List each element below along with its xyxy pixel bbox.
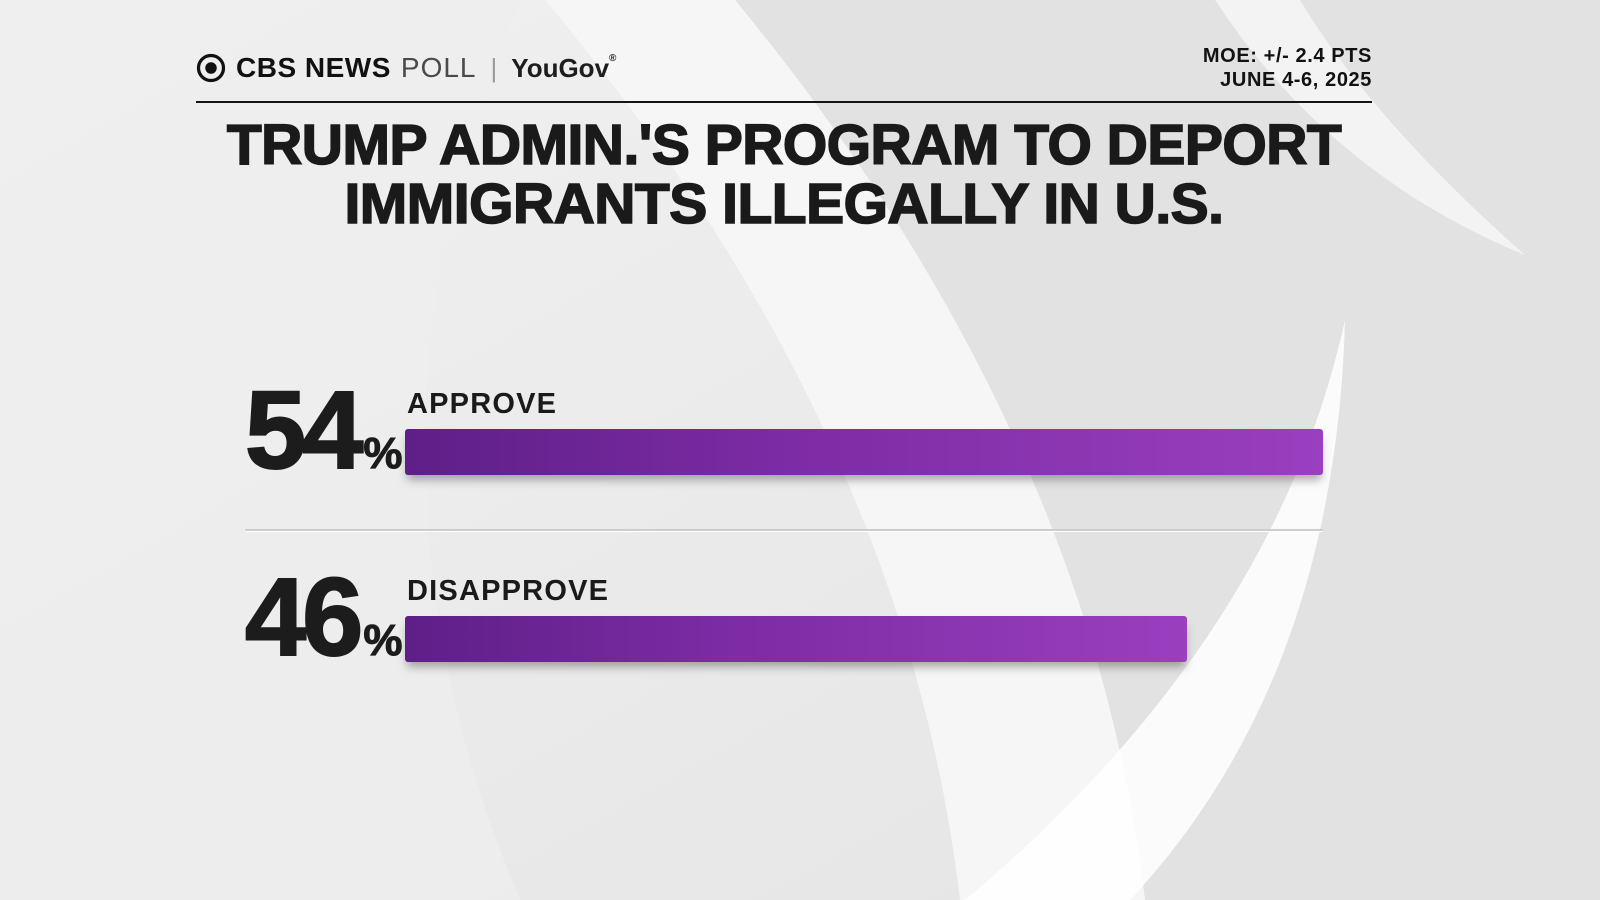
cbs-eye-icon: [196, 53, 226, 83]
brand-yougov: YouGov®: [511, 52, 617, 83]
moe-line: MOE: +/- 2.4 PTS: [1202, 45, 1372, 67]
percent-sign: %: [363, 429, 403, 478]
brand-divider: |: [490, 52, 498, 83]
bar-row-approve: 54% APPROVE: [244, 369, 1323, 492]
disapprove-value: 46%: [244, 556, 403, 679]
approve-bar: [405, 429, 1323, 475]
moe-date-info: MOE: +/- 2.4 PTS JUNE 4-6, 2025: [1203, 44, 1372, 92]
brand-poll: POLL: [400, 52, 477, 83]
cbs-news-poll-logo: CBS NEWS POLL | YouGov®: [196, 52, 616, 84]
disapprove-bar-group: DISAPPROVE: [405, 575, 1187, 662]
percent-sign: %: [363, 616, 403, 665]
disapprove-label: DISAPPROVE: [407, 575, 610, 607]
header-rule: [196, 101, 1372, 103]
approve-bar-group: APPROVE: [405, 388, 1323, 475]
approve-label: APPROVE: [407, 388, 558, 420]
brand-cbs-news: CBS NEWS: [236, 52, 391, 83]
chart-title-line2: IMMIGRANTS ILLEGALLY IN U.S.: [344, 172, 1225, 237]
disapprove-bar: [405, 616, 1187, 662]
chart-title: TRUMP ADMIN.'S PROGRAM TO DEPORT IMMIGRA…: [196, 113, 1372, 237]
bar-row-disapprove: 46% DISAPPROVE: [244, 556, 1187, 679]
date-line: JUNE 4-6, 2025: [1220, 69, 1372, 91]
row-divider: [245, 529, 1323, 531]
registered-mark: ®: [609, 52, 617, 64]
header: CBS NEWS POLL | YouGov® MOE: +/- 2.4 PTS…: [196, 40, 1372, 96]
approve-value: 54%: [244, 369, 403, 492]
chart-title-line1: TRUMP ADMIN.'S PROGRAM TO DEPORT: [226, 113, 1342, 177]
